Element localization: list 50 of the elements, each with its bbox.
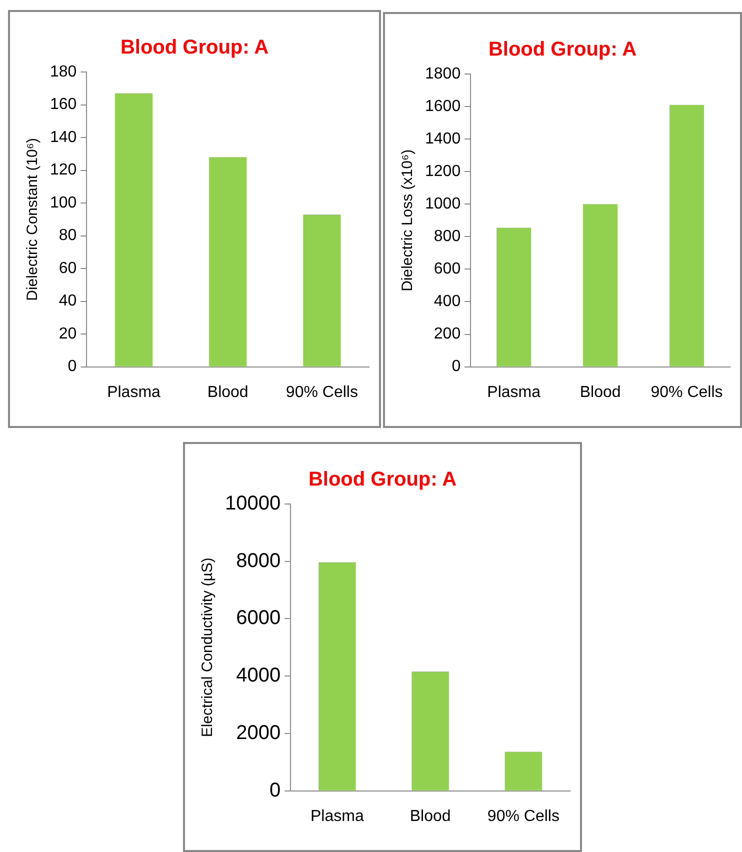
y-tick-label: 6000	[236, 607, 281, 630]
y-tick-label: 120	[50, 162, 77, 179]
y-tick-label: 160	[50, 96, 77, 114]
y-tick-label: 1600	[425, 98, 461, 115]
x-tick-label: Plasma	[310, 808, 364, 825]
y-tick-label: 400	[434, 293, 461, 310]
y-tick-label: 2000	[236, 722, 281, 744]
y-tick-label: 1800	[425, 65, 461, 82]
y-tick-label: 80	[58, 227, 77, 244]
chart-title: Blood Group: A	[120, 36, 269, 59]
chart-title: Blood Group: A	[308, 468, 457, 491]
y-tick-label: 800	[434, 228, 461, 246]
chart-title: Blood Group: A	[488, 38, 637, 61]
x-tick-label: Plasma	[487, 384, 541, 401]
bar	[209, 157, 247, 366]
y-tick-label: 20	[58, 325, 77, 342]
y-tick-label: 600	[434, 260, 461, 278]
bar	[303, 214, 341, 366]
y-tick-label: 140	[50, 128, 77, 146]
x-tick-label: Blood	[207, 384, 248, 401]
y-axis-title: Electrical Conductivity (µS)	[199, 558, 216, 738]
bar	[412, 671, 449, 790]
y-tick-label: 180	[50, 63, 77, 80]
x-tick-label: 90% Cells	[487, 808, 560, 825]
y-tick-label: 0	[68, 358, 77, 376]
x-tick-label: Blood	[410, 808, 451, 825]
y-tick-label: 10000	[224, 492, 281, 515]
y-axis-title: Dielectric Loss (x10⁶)	[399, 149, 416, 292]
y-tick-label: 8000	[236, 550, 281, 572]
y-axis-title: Dielectric Constant (10⁶)	[24, 138, 42, 301]
x-tick-label: 90% Cells	[286, 384, 358, 401]
bar	[669, 104, 704, 366]
y-tick-label: 0	[452, 358, 461, 376]
x-tick-label: 90% Cells	[650, 384, 723, 401]
y-tick-label: 60	[58, 260, 77, 277]
y-tick-label: 100	[50, 194, 77, 212]
y-tick-label: 1400	[425, 130, 461, 148]
bar	[496, 228, 532, 366]
x-tick-label: Blood	[580, 384, 621, 401]
bar	[114, 93, 153, 366]
y-tick-label: 4000	[236, 664, 281, 687]
y-tick-label: 40	[58, 292, 77, 310]
y-tick-label: 200	[434, 326, 461, 343]
y-tick-label: 1000	[425, 196, 461, 213]
y-tick-label: 1200	[425, 163, 461, 180]
bar	[504, 752, 542, 790]
x-tick-label: Plasma	[107, 384, 161, 401]
bar	[318, 562, 356, 790]
y-tick-label: 0	[269, 779, 281, 802]
bar	[583, 204, 618, 366]
